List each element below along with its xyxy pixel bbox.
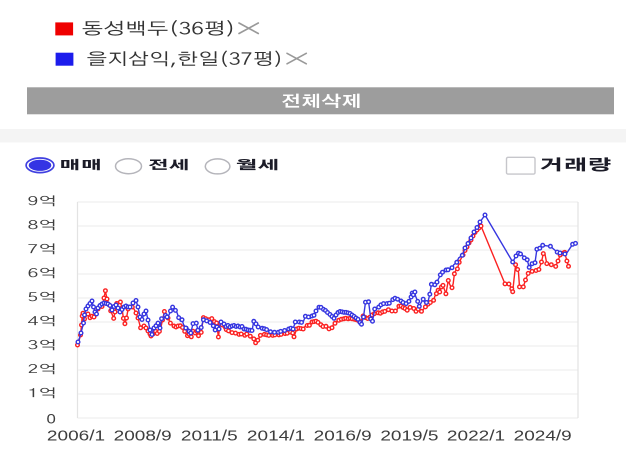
svg-text:0: 0 — [46, 412, 55, 427]
svg-text:2008/9: 2008/9 — [114, 428, 172, 444]
svg-text:2014/1: 2014/1 — [247, 428, 305, 444]
svg-text:2024/9: 2024/9 — [514, 428, 572, 444]
svg-text:2011/5: 2011/5 — [181, 428, 238, 444]
svg-text:2022/1: 2022/1 — [447, 428, 505, 444]
svg-text:2006/1: 2006/1 — [47, 428, 105, 444]
svg-text:2019/5: 2019/5 — [380, 428, 438, 444]
svg-text:2016/9: 2016/9 — [314, 428, 372, 444]
